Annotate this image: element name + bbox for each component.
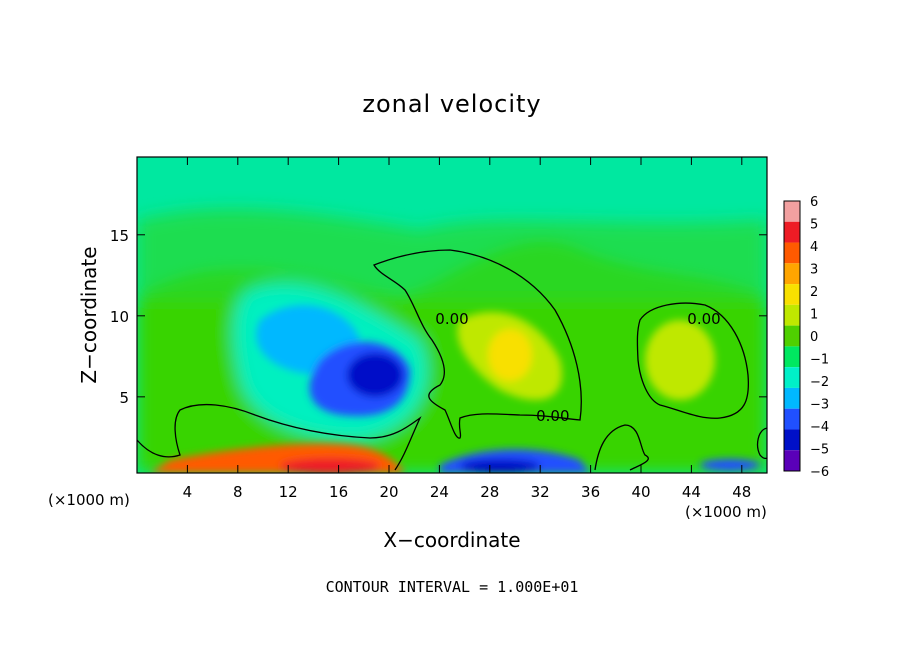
- x-tick-label: 28: [480, 483, 499, 501]
- colorbar-label: −3: [810, 398, 829, 413]
- x-tick-label: 20: [379, 483, 398, 501]
- colorbar-frame: [783, 200, 801, 472]
- colorbar-swatch: [784, 367, 800, 388]
- y-tick-label: 10: [110, 308, 129, 326]
- colorbar-swatch: [784, 387, 800, 409]
- plot-frame: [136, 156, 768, 474]
- field-region-weak-positive-upper: [137, 209, 767, 300]
- field-surface-positive-max: [280, 458, 380, 473]
- y-tick-label: 5: [119, 389, 129, 407]
- x-tick-label: 4: [183, 483, 193, 501]
- colorbar-swatch: [784, 408, 800, 430]
- colorbar-label: 2: [810, 285, 818, 300]
- colorbar-swatch: [784, 221, 800, 243]
- colorbar-swatch: [784, 429, 800, 451]
- contour-label: 0.00: [536, 407, 569, 425]
- colorbar-swatch: [784, 201, 800, 222]
- field-core-negative-strong-max: [347, 353, 403, 397]
- colorbar-swatch: [784, 450, 800, 471]
- zero-contour-right-blob: [636, 302, 750, 419]
- x-units-left: (×1000 m): [48, 491, 130, 509]
- contour-label: 0.00: [687, 310, 720, 328]
- x-tick-label: 40: [631, 483, 650, 501]
- contour-interval-note: CONTOUR INTERVAL = 1.000E+01: [326, 578, 579, 596]
- y-axis: 5 10 15: [110, 227, 767, 407]
- x-tick-label: 48: [732, 483, 751, 501]
- colorbar-swatch: [784, 325, 800, 347]
- colorbar-swatch: [784, 284, 800, 305]
- x-tick-label: 8: [233, 483, 243, 501]
- colorbar-label: 1: [810, 308, 818, 323]
- zero-contour-lower: [137, 403, 422, 471]
- x-tick-label: 32: [531, 483, 550, 501]
- x-tick-label: 24: [430, 483, 449, 501]
- field-surface-negative-max: [460, 459, 540, 473]
- field-core-positive-right: [645, 320, 715, 400]
- zero-contour-edge-right: [756, 427, 767, 460]
- colorbar-label: 4: [810, 240, 818, 255]
- field-surface-negative-right: [700, 459, 760, 471]
- colorbar-label: −6: [810, 465, 829, 480]
- chart-title: zonal velocity: [362, 90, 541, 118]
- zero-contours: [137, 249, 767, 471]
- zero-contour-left-arc: [373, 249, 582, 439]
- colorbar-swatch: [784, 346, 800, 368]
- x-tick-label: 16: [329, 483, 348, 501]
- y-tick-label: 15: [110, 227, 129, 245]
- colorbar-swatch: [784, 263, 800, 285]
- contour-labels: 0.00 0.00 0.00: [435, 310, 720, 425]
- contour-label: 0.00: [435, 310, 468, 328]
- colorbar: 6 5 4 3 2 1 0 −1 −2 −3 −4 −5 −6: [783, 195, 829, 480]
- colorbar-label: 6: [810, 195, 818, 210]
- heatmap-field: 0.00 0.00 0.00: [137, 157, 767, 473]
- x-units-right: (×1000 m): [685, 503, 767, 521]
- colorbar-label: −5: [810, 443, 829, 458]
- x-tick-label: 36: [581, 483, 600, 501]
- x-tick-label: 44: [682, 483, 701, 501]
- colorbar-label: 3: [810, 263, 818, 278]
- x-axis-label: X−coordinate: [383, 528, 520, 552]
- field-core-positive-left-max: [488, 329, 532, 381]
- colorbar-label: 5: [810, 218, 818, 233]
- colorbar-swatch: [784, 304, 800, 326]
- y-axis-label: Z−coordinate: [77, 246, 101, 383]
- colorbar-label: −2: [810, 375, 829, 390]
- colorbar-swatch: [784, 242, 800, 264]
- x-axis: 4 8 12 16 20 24 28 32 36 40 44 48: [183, 157, 751, 501]
- colorbar-label: −4: [810, 420, 829, 435]
- x-tick-label: 12: [279, 483, 298, 501]
- colorbar-label: 0: [810, 330, 818, 345]
- zero-contour-lower-right: [594, 424, 649, 471]
- colorbar-label: −1: [810, 353, 829, 368]
